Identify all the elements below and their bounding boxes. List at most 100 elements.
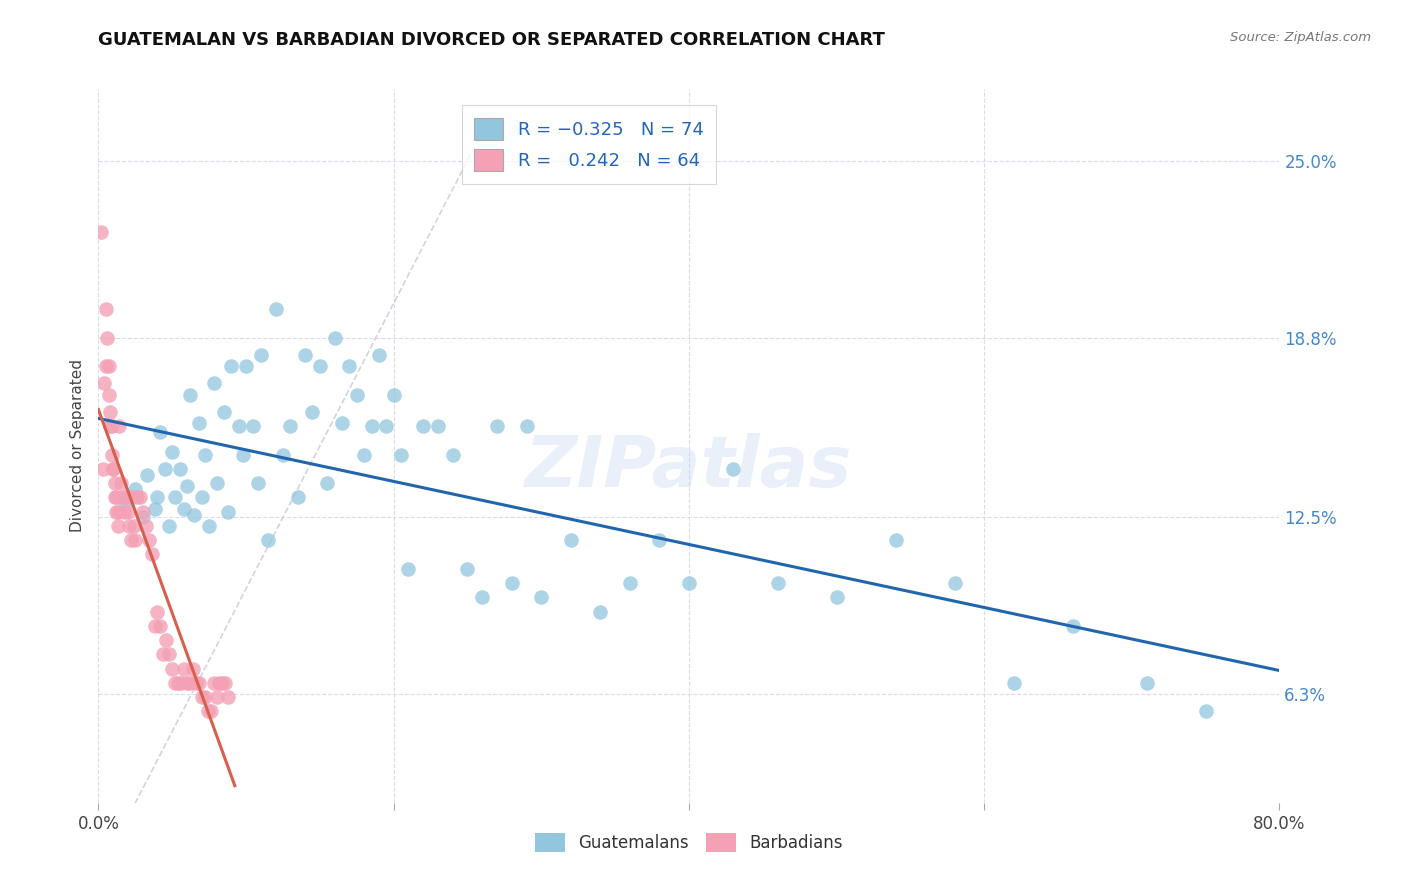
Point: [360, 419, 382, 434]
Point: [382, 387, 405, 401]
Point: [194, 448, 217, 462]
Point: [294, 348, 316, 362]
Point: [103, 462, 125, 476]
Point: [264, 301, 287, 316]
Point: [648, 533, 671, 548]
Point: [221, 359, 243, 373]
Point: [143, 501, 166, 516]
Point: [107, 505, 129, 519]
Point: [723, 462, 745, 476]
Point: [766, 576, 789, 591]
Text: Source: ZipAtlas.com: Source: ZipAtlas.com: [1230, 31, 1371, 45]
Point: [235, 359, 257, 373]
Point: [103, 462, 125, 476]
Point: [250, 348, 273, 362]
Point: [157, 519, 180, 533]
Point: [619, 576, 641, 591]
Point: [118, 519, 141, 533]
Point: [157, 648, 180, 662]
Point: [107, 519, 129, 533]
Point: [516, 419, 538, 434]
Point: [124, 533, 146, 548]
Point: [146, 605, 169, 619]
Point: [501, 576, 523, 591]
Point: [187, 416, 209, 430]
Text: GUATEMALAN VS BARBADIAN DIVORCED OR SEPARATED CORRELATION CHART: GUATEMALAN VS BARBADIAN DIVORCED OR SEPA…: [98, 31, 886, 49]
Point: [100, 448, 122, 462]
Point: [181, 662, 204, 676]
Point: [115, 491, 138, 505]
Point: [114, 491, 136, 505]
Point: [111, 491, 134, 505]
Point: [98, 419, 121, 434]
Point: [271, 448, 294, 462]
Point: [179, 676, 201, 690]
Point: [398, 562, 420, 576]
Point: [170, 676, 193, 690]
Point: [346, 387, 368, 401]
Point: [884, 533, 907, 548]
Point: [242, 419, 264, 434]
Point: [138, 533, 160, 548]
Point: [375, 419, 398, 434]
Point: [200, 705, 222, 719]
Point: [132, 510, 155, 524]
Point: [97, 359, 120, 373]
Point: [191, 491, 214, 505]
Point: [162, 444, 183, 458]
Point: [530, 591, 553, 605]
Point: [208, 676, 231, 690]
Point: [96, 330, 118, 344]
Point: [246, 476, 269, 491]
Point: [197, 705, 219, 719]
Point: [94, 301, 117, 316]
Point: [301, 405, 323, 419]
Point: [114, 496, 136, 510]
Point: [1002, 676, 1025, 690]
Point: [184, 676, 207, 690]
Point: [323, 330, 346, 344]
Y-axis label: Divorced or Separated: Divorced or Separated: [70, 359, 86, 533]
Point: [214, 676, 236, 690]
Point: [104, 491, 127, 505]
Point: [112, 505, 135, 519]
Point: [179, 387, 201, 401]
Point: [94, 359, 117, 373]
Point: [198, 519, 221, 533]
Point: [155, 633, 177, 648]
Point: [560, 533, 582, 548]
Point: [98, 405, 121, 419]
Point: [136, 467, 159, 482]
Point: [1195, 705, 1218, 719]
Point: [330, 416, 353, 430]
Point: [153, 462, 176, 476]
Point: [205, 476, 228, 491]
Point: [191, 690, 214, 705]
Point: [141, 548, 163, 562]
Point: [202, 676, 225, 690]
Text: ZIPatlas: ZIPatlas: [526, 433, 852, 502]
Point: [187, 676, 209, 690]
Point: [176, 676, 198, 690]
Point: [110, 476, 132, 491]
Point: [228, 419, 250, 434]
Point: [135, 519, 157, 533]
Point: [205, 690, 228, 705]
Point: [165, 491, 187, 505]
Point: [105, 491, 128, 505]
Point: [173, 662, 195, 676]
Point: [457, 562, 479, 576]
Point: [149, 619, 172, 633]
Point: [173, 501, 195, 516]
Point: [132, 505, 155, 519]
Point: [202, 376, 225, 391]
Point: [232, 448, 254, 462]
Point: [212, 405, 235, 419]
Point: [368, 348, 391, 362]
Point: [309, 359, 332, 373]
Point: [1136, 676, 1159, 690]
Point: [108, 419, 131, 434]
Point: [280, 419, 302, 434]
Point: [120, 533, 142, 548]
Point: [353, 448, 375, 462]
